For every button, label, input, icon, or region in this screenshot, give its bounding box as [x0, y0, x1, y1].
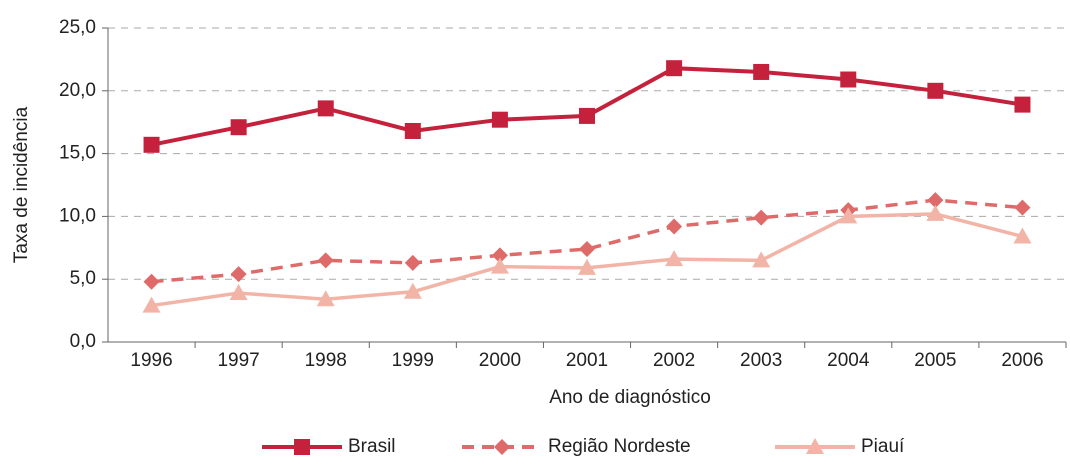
point — [317, 100, 334, 117]
y-tick-label: 5,0 — [70, 268, 96, 289]
x-tick-label: 1998 — [305, 350, 347, 371]
y-tick-label: 10,0 — [59, 205, 96, 226]
point — [665, 250, 684, 267]
y-tick-label: 15,0 — [59, 143, 96, 164]
x-tick-label: 2003 — [740, 350, 782, 371]
point — [579, 107, 595, 124]
point — [927, 192, 944, 209]
x-tick-label: 1997 — [217, 350, 259, 371]
x-tick-label: 2000 — [479, 350, 521, 371]
x-axis-title: Ano de diagnóstico — [549, 387, 711, 408]
x-tick-label: 1996 — [130, 350, 172, 371]
y-tick-label: 25,0 — [59, 17, 96, 38]
point — [317, 252, 334, 269]
legend-marker — [294, 439, 310, 455]
point — [230, 266, 247, 283]
legend-marker — [806, 438, 824, 454]
point — [229, 284, 248, 301]
point — [579, 241, 595, 258]
point — [1014, 199, 1031, 216]
y-tick-label: 20,0 — [59, 80, 96, 101]
legend-label: Região Nordeste — [548, 436, 691, 457]
x-tick-label: 2006 — [1001, 350, 1043, 371]
point — [403, 282, 422, 299]
point — [666, 60, 683, 77]
y-tick-label: 0,0 — [70, 331, 96, 352]
x-tick-label: 2004 — [827, 350, 870, 371]
point — [578, 258, 596, 275]
point — [143, 273, 160, 290]
x-tick-label: 2005 — [914, 350, 956, 371]
point — [1013, 227, 1032, 244]
series-line — [151, 66, 1023, 147]
point — [142, 296, 161, 313]
x-tick-label: 1999 — [392, 350, 434, 371]
point — [753, 63, 770, 80]
point — [490, 257, 509, 274]
x-tick-label: 2002 — [653, 350, 695, 371]
point — [491, 247, 508, 264]
legend-marker — [494, 439, 510, 455]
point — [1014, 96, 1031, 113]
point — [316, 290, 335, 307]
point — [491, 111, 508, 128]
point — [839, 207, 858, 224]
point — [230, 119, 247, 136]
point — [752, 251, 771, 268]
point — [927, 82, 944, 99]
x-tick-label: 2001 — [566, 350, 608, 371]
legend-label: Piauí — [861, 436, 905, 457]
point — [840, 71, 857, 88]
point — [143, 136, 160, 153]
legend-label: Brasil — [348, 436, 396, 457]
point — [404, 254, 421, 271]
y-axis-title: Taxa de incidência — [11, 106, 32, 263]
point — [666, 218, 683, 235]
series-line — [151, 198, 1023, 284]
point — [404, 122, 421, 139]
point — [753, 209, 770, 226]
point — [926, 204, 945, 221]
